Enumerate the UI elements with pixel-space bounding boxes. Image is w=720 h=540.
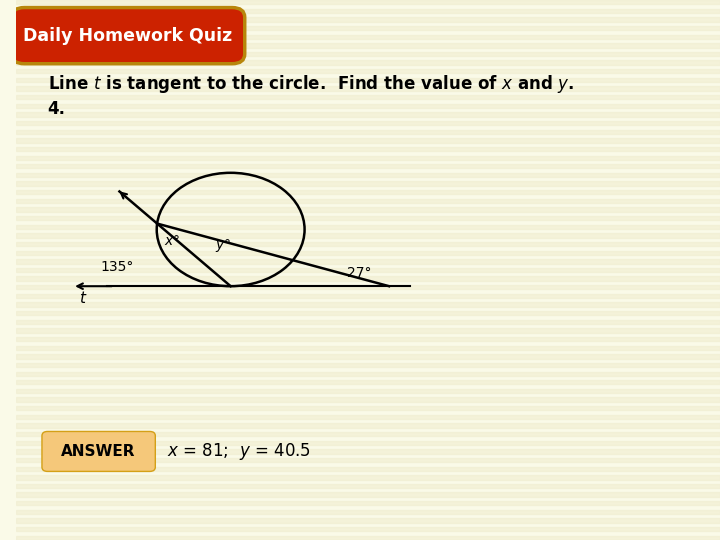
Bar	[16, 467, 720, 471]
Bar	[16, 156, 720, 160]
Bar	[16, 0, 720, 4]
Bar	[16, 527, 720, 531]
Bar	[16, 475, 720, 480]
Bar	[16, 251, 720, 255]
Bar	[16, 173, 720, 177]
Text: Daily Homework Quiz: Daily Homework Quiz	[23, 26, 233, 45]
Bar	[16, 259, 720, 264]
Bar	[16, 242, 720, 246]
Bar	[16, 484, 720, 488]
FancyBboxPatch shape	[12, 8, 245, 64]
Bar	[16, 225, 720, 229]
Bar	[16, 458, 720, 462]
Bar	[16, 216, 720, 220]
Bar	[16, 363, 720, 367]
Text: 4.: 4.	[48, 100, 66, 118]
Bar	[16, 536, 720, 540]
Bar	[16, 130, 720, 134]
Bar	[16, 268, 720, 272]
Bar	[16, 406, 720, 410]
Bar	[16, 95, 720, 99]
Text: $x$ = 81;  $y$ = 40.5: $x$ = 81; $y$ = 40.5	[167, 441, 311, 462]
Bar	[16, 328, 720, 333]
Bar	[16, 164, 720, 168]
Bar	[16, 104, 720, 108]
Bar	[16, 518, 720, 523]
Bar	[16, 52, 720, 56]
Bar	[16, 60, 720, 65]
Bar	[16, 233, 720, 238]
Bar	[16, 190, 720, 194]
Bar	[16, 17, 720, 22]
Bar	[16, 86, 720, 91]
Bar	[16, 285, 720, 289]
Bar	[16, 311, 720, 315]
Bar	[16, 320, 720, 324]
Bar	[16, 415, 720, 419]
Bar	[16, 380, 720, 384]
Bar	[16, 501, 720, 505]
Text: Line $t$ is tangent to the circle.  Find the value of $x$ and $y$.: Line $t$ is tangent to the circle. Find …	[48, 73, 574, 94]
Bar	[16, 207, 720, 212]
Text: $t$: $t$	[79, 291, 88, 307]
Bar	[16, 276, 720, 281]
Bar	[16, 492, 720, 497]
Text: $y$°: $y$°	[215, 238, 231, 254]
Bar	[16, 199, 720, 203]
Bar	[16, 302, 720, 307]
Bar	[16, 432, 720, 436]
Bar	[16, 441, 720, 445]
Bar	[16, 449, 720, 454]
Bar	[16, 35, 720, 39]
Bar	[16, 294, 720, 298]
Bar	[16, 43, 720, 48]
Bar	[16, 354, 720, 359]
Bar	[16, 510, 720, 514]
Bar	[16, 372, 720, 376]
FancyBboxPatch shape	[42, 431, 156, 471]
Bar	[16, 121, 720, 125]
Bar	[16, 423, 720, 428]
Bar	[16, 389, 720, 393]
Bar	[16, 112, 720, 117]
Bar	[16, 138, 720, 143]
Bar	[16, 26, 720, 30]
Text: $x$°: $x$°	[164, 234, 181, 248]
Bar	[16, 9, 720, 13]
Bar	[16, 181, 720, 186]
Bar	[16, 337, 720, 341]
Text: 135°: 135°	[100, 260, 134, 274]
Bar	[16, 78, 720, 82]
Bar	[16, 346, 720, 350]
Text: 27°: 27°	[347, 266, 372, 280]
Bar	[16, 69, 720, 73]
Text: ANSWER: ANSWER	[61, 444, 135, 459]
Bar	[16, 397, 720, 402]
Bar	[16, 147, 720, 151]
